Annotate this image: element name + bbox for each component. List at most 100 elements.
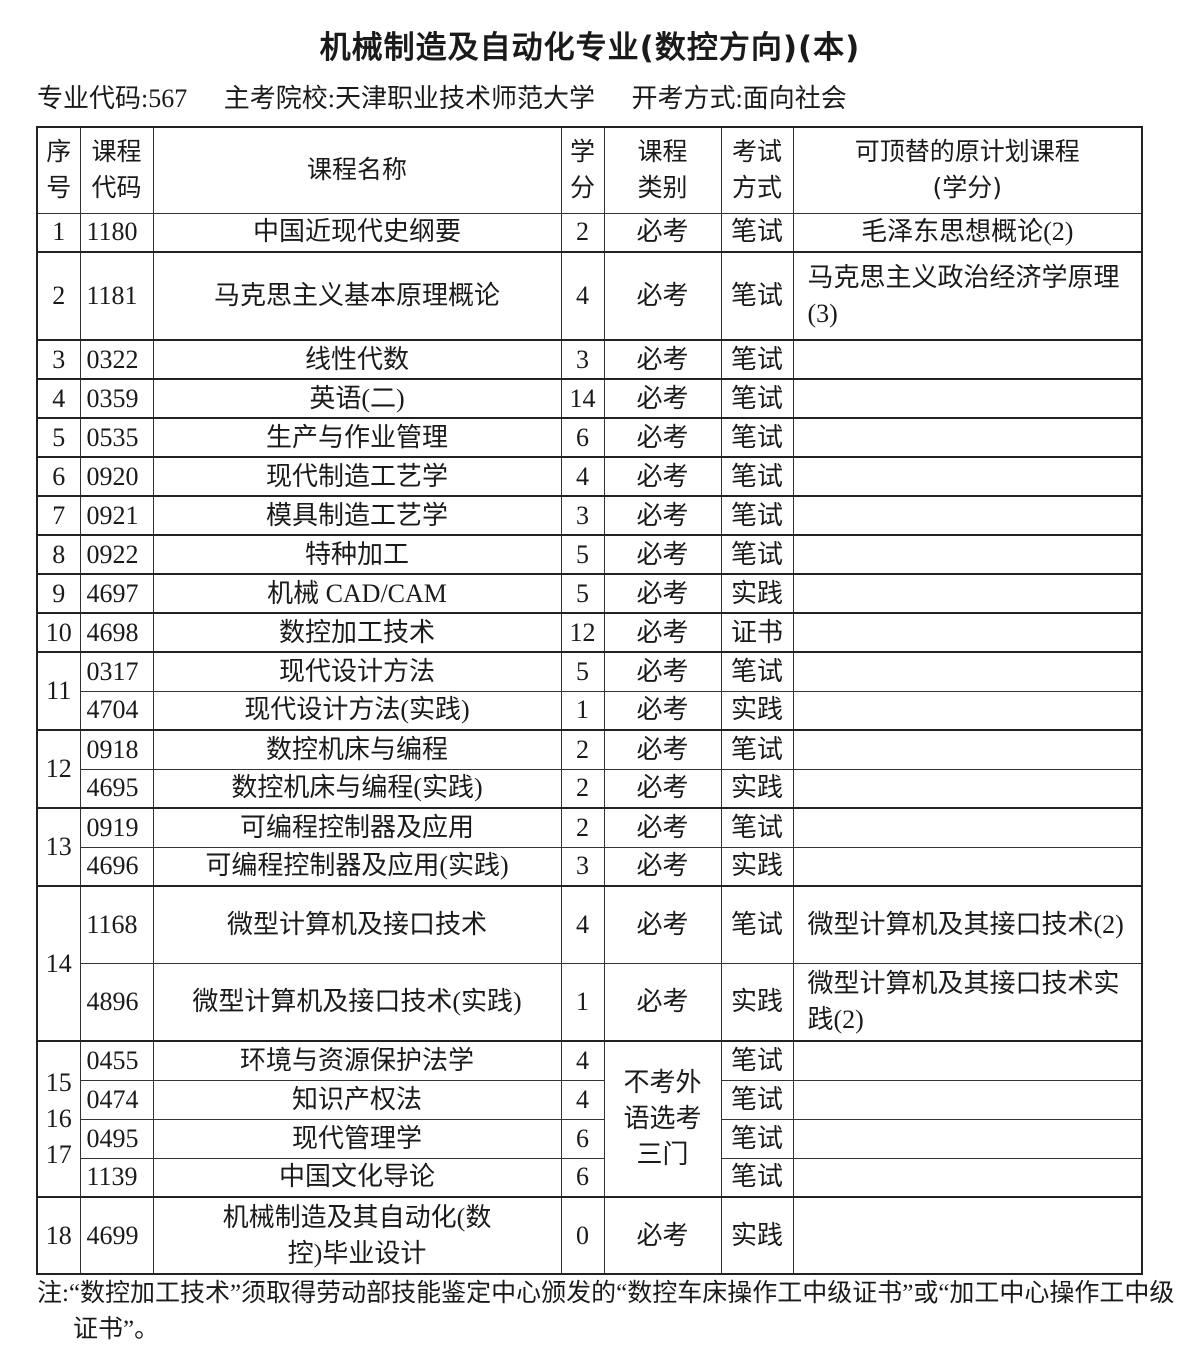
- exam-method: 实践: [720, 1196, 794, 1275]
- replaceable-course: [792, 1157, 1143, 1198]
- table-row: 5 0535 生产与作业管理 6 必考 笔试: [36, 417, 1143, 458]
- replaceable-course: [792, 573, 1143, 614]
- table-row: 13 0919 可编程控制器及应用 2 必考 笔试: [36, 807, 1143, 887]
- course-code: 0535: [79, 417, 154, 458]
- course-credits: 4: [560, 885, 605, 964]
- course-type: 必考: [603, 690, 722, 731]
- seq-cell: 4: [36, 378, 81, 419]
- course-code: 4699: [79, 1196, 154, 1275]
- table-row: 0495 现代管理学 6 笔试: [37, 1118, 1143, 1159]
- replaceable-course: [792, 417, 1143, 458]
- course-name: 现代制造工艺学: [152, 456, 562, 497]
- exam-method: 笔试: [720, 1118, 794, 1159]
- course-code: 0919: [79, 807, 154, 848]
- table-row: 14 1168 微型计算机及接口技术 4 必考 笔试 微型计算机及其接口技术(2): [36, 885, 1143, 1042]
- table-row: 11 0317 现代设计方法 5 必考 笔试: [36, 651, 1143, 731]
- replaceable-course: [792, 612, 1143, 653]
- course-code: 0317: [79, 651, 154, 692]
- footnote: 注:“数控加工技术”须取得劳动部技能鉴定中心颁发的“数控车床操作工中级证书”或“…: [37, 1280, 1175, 1343]
- table-row: 9 4697 机械 CAD/CAM 5 必考 实践: [36, 573, 1143, 614]
- seq-cell: 3: [36, 339, 81, 380]
- table-row: 7 0921 模具制造工艺学 3 必考 笔试: [36, 495, 1143, 536]
- exam-method: 笔试: [720, 339, 794, 380]
- course-name: 中国近现代史纲要: [152, 212, 562, 253]
- course-code: 1180: [79, 212, 154, 253]
- host-school: 主考院校:天津职业技术师范大学: [223, 84, 595, 113]
- seq-cell: 9: [36, 573, 81, 614]
- header-name: 课程名称: [152, 126, 562, 214]
- replaceable-course: 毛泽东思想概论(2): [792, 212, 1143, 253]
- replaceable-course: [792, 807, 1143, 848]
- exam-method: 笔试: [720, 456, 794, 497]
- table-row: 2 1181 马克思主义基本原理概论 4 必考 笔试 马克思主义政治经济学原理(3): [36, 251, 1143, 341]
- course-credits: 3: [560, 339, 605, 380]
- course-type: 必考: [603, 612, 722, 653]
- header-code: 课程代码: [79, 126, 154, 214]
- course-type: 不考外语选考三门: [603, 1040, 722, 1198]
- course-name: 生产与作业管理: [152, 417, 562, 458]
- course-credits: 1: [560, 962, 605, 1042]
- course-credits: 4: [560, 1079, 605, 1120]
- seq-cell: 10: [36, 612, 81, 653]
- exam-method: 实践: [720, 768, 794, 809]
- course-name: 现代设计方法: [152, 651, 562, 692]
- exam-method: 笔试: [720, 212, 794, 253]
- course-code: 0495: [79, 1118, 154, 1159]
- replaceable-course: 微型计算机及其接口技术实践(2): [792, 962, 1143, 1042]
- replaceable-course: [792, 846, 1143, 887]
- course-code: 4695: [79, 768, 154, 809]
- course-name: 微型计算机及接口技术: [152, 885, 562, 964]
- replaceable-course: [792, 1040, 1143, 1081]
- course-name: 线性代数: [152, 339, 562, 380]
- course-credits: 0: [560, 1196, 605, 1275]
- course-credits: 4: [560, 1040, 605, 1081]
- course-credits: 4: [560, 456, 605, 497]
- course-type: 必考: [603, 768, 722, 809]
- course-credits: 12: [560, 612, 605, 653]
- course-type: 必考: [603, 251, 722, 341]
- course-code: 4698: [79, 612, 154, 653]
- seq-cell: 6: [36, 456, 81, 497]
- table-row: 1139 中国文化导论 6 笔试: [37, 1157, 1143, 1198]
- header-credits: 学分: [560, 126, 605, 214]
- course-type: 必考: [603, 212, 722, 253]
- page-title: 机械制造及自动化专业(数控方向)(本): [319, 30, 861, 66]
- seq-cell: 18: [36, 1196, 81, 1275]
- seq-cell: 5: [36, 417, 81, 458]
- course-type: 必考: [603, 1196, 722, 1275]
- seq-cell: 14: [36, 885, 81, 1042]
- course-code: 4896: [79, 962, 154, 1042]
- course-credits: 2: [560, 768, 605, 809]
- table-row: 6 0920 现代制造工艺学 4 必考 笔试: [36, 456, 1143, 497]
- table-row: 4896 微型计算机及接口技术(实践) 1 必考 实践 微型计算机及其接口技术实践(2): [37, 962, 1143, 1042]
- course-credits: 1: [560, 690, 605, 731]
- course-code: 1181: [79, 251, 154, 341]
- course-code: 0359: [79, 378, 154, 419]
- course-name: 可编程控制器及应用: [152, 807, 562, 848]
- header-type: 课程类别: [603, 126, 722, 214]
- table-row: 10 4698 数控加工技术 12 必考 证书: [36, 612, 1143, 653]
- course-name: 模具制造工艺学: [152, 495, 562, 536]
- course-code: 0918: [79, 729, 154, 770]
- exam-method: 笔试: [720, 378, 794, 419]
- course-code: 1168: [79, 885, 154, 964]
- course-type: 必考: [603, 885, 722, 964]
- course-name: 特种加工: [152, 534, 562, 575]
- table-row: 1 1180 中国近现代史纲要 2 必考 笔试 毛泽东思想概论(2): [36, 212, 1143, 253]
- course-name: 数控机床与编程: [152, 729, 562, 770]
- exam-method: 笔试: [720, 729, 794, 770]
- course-credits: 6: [560, 1157, 605, 1198]
- seq-cell: 13: [36, 807, 81, 887]
- course-type: 必考: [603, 378, 722, 419]
- table-row: 4695 数控机床与编程(实践) 2 必考 实践: [37, 768, 1143, 809]
- exam-method: 笔试: [720, 251, 794, 341]
- course-name: 可编程控制器及应用(实践): [152, 846, 562, 887]
- exam-method: 笔试: [720, 417, 794, 458]
- course-name: 马克思主义基本原理概论: [152, 251, 562, 341]
- course-code: 0474: [79, 1079, 154, 1120]
- table-row: 15 16 17 0455 环境与资源保护法学 4 不考外语选考三门 笔试: [36, 1040, 1143, 1198]
- course-credits: 5: [560, 651, 605, 692]
- course-credits: 4: [560, 251, 605, 341]
- course-name: 英语(二): [152, 378, 562, 419]
- table-row: 12 0918 数控机床与编程 2 必考 笔试: [36, 729, 1143, 809]
